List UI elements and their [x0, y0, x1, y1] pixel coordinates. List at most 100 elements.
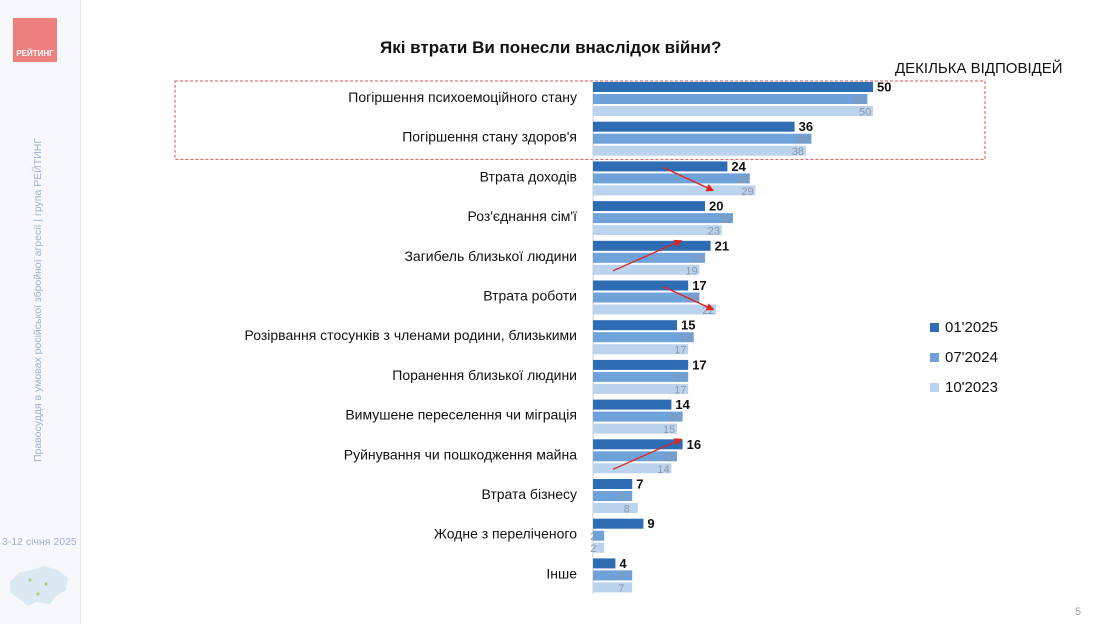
data-label: 2 [590, 543, 596, 555]
bar [593, 463, 672, 474]
data-label: 20 [691, 253, 703, 265]
category-label: Втрата роботи [483, 288, 577, 304]
data-label: 2 [590, 531, 596, 543]
bar [593, 264, 700, 275]
category-label: Вимушене переселення чи міграція [345, 407, 577, 423]
bar [593, 332, 694, 343]
bar [593, 240, 711, 251]
legend-swatch [930, 382, 939, 392]
legend-label: 01'2025 [945, 318, 998, 336]
category-label: Погіршення стану здоров'я [402, 129, 577, 145]
legend-swatch [930, 352, 939, 362]
legend-item: 07'2024 [930, 342, 998, 372]
bar [593, 252, 705, 263]
trend-arrow [612, 438, 683, 470]
data-label: 17 [692, 278, 706, 293]
data-label: 4 [619, 556, 627, 571]
data-label: 24 [731, 159, 746, 174]
bar [593, 225, 722, 236]
bar [593, 582, 633, 593]
legend-swatch [930, 322, 939, 332]
bar [593, 518, 644, 529]
bar [593, 570, 633, 581]
data-label: 15 [663, 452, 675, 464]
data-label: 17 [674, 372, 686, 384]
bar [593, 213, 733, 224]
data-label: 23 [708, 226, 720, 238]
bar [593, 558, 616, 569]
bar [593, 344, 689, 355]
bar [593, 411, 683, 422]
category-label: Загибель близької людини [404, 248, 577, 264]
data-label: 25 [719, 214, 731, 226]
category-label: Втрата бізнесу [481, 486, 577, 502]
category-label: Роз'єднання сім'ї [467, 208, 577, 224]
bar [593, 479, 633, 489]
data-label: 50 [877, 80, 891, 95]
legend-item: 10'2023 [930, 372, 998, 402]
data-label: 21 [715, 238, 729, 253]
data-label: 29 [741, 186, 753, 198]
bar [593, 423, 677, 434]
trend-arrow [662, 285, 715, 311]
bar [593, 304, 717, 315]
bar [593, 542, 605, 553]
data-label: 15 [663, 424, 675, 436]
bar [593, 439, 683, 450]
legend-label: 07'2024 [945, 348, 998, 366]
data-label: 50 [859, 107, 871, 119]
bar [593, 359, 689, 370]
bar [593, 491, 633, 501]
data-label: 16 [669, 412, 681, 424]
page-number: 5 [1075, 606, 1082, 618]
category-label: Інше [546, 565, 577, 581]
bar [593, 161, 728, 172]
ukraine-map-icon [10, 566, 68, 606]
data-label: 17 [674, 384, 686, 396]
bar [593, 173, 750, 184]
data-label: 19 [685, 265, 697, 277]
survey-date: 3-12 січня 2025 [2, 536, 77, 548]
data-label: 17 [674, 345, 686, 357]
category-label: Погіршення психоемоційного стану [348, 89, 577, 105]
data-label: 20 [709, 199, 723, 214]
chart-title: Які втрати Ви понесли внаслідок війни? [380, 38, 722, 57]
bar [593, 292, 700, 303]
legend-label: 10'2023 [945, 378, 998, 396]
category-label: Розірвання стосунків з членами родини, б… [245, 327, 577, 343]
logo-text: РЕЙТИНГ [16, 49, 54, 58]
category-label: Поранення близької людини [392, 367, 577, 383]
data-label: 14 [675, 397, 690, 412]
bar [593, 399, 672, 410]
bar [593, 133, 812, 144]
bar [593, 371, 689, 382]
data-label: 7 [636, 477, 643, 492]
trend-arrow [662, 166, 715, 192]
bar [593, 82, 873, 92]
bar [593, 121, 795, 132]
chart-subtitle: ДЕКІЛЬКА ВІДПОВІДЕЙ [895, 60, 1063, 77]
data-label: 7 [618, 583, 624, 595]
category-label: Руйнування чи пошкодження майна [344, 446, 577, 462]
category-label: Втрата доходів [480, 168, 577, 184]
legend: 01'2025 07'2024 10'2023 [930, 312, 998, 402]
bar [593, 503, 638, 513]
category-label: Жодне з переліченого [434, 526, 577, 542]
sidebar: РЕЙТИНГ Правосуддя в умовах російської з… [0, 0, 81, 624]
data-label: 15 [681, 318, 695, 333]
data-label: 49 [853, 95, 865, 107]
bar [593, 201, 705, 212]
data-label: 28 [736, 174, 748, 186]
bar [593, 383, 689, 394]
highlight-box [174, 80, 986, 160]
rating-logo: РЕЙТИНГ [13, 18, 57, 62]
bar [593, 280, 689, 291]
bar [593, 94, 868, 104]
bar [593, 185, 756, 196]
data-label: 8 [624, 504, 630, 516]
data-label: 17 [692, 357, 706, 372]
data-label: 18 [680, 333, 692, 345]
bar [593, 530, 605, 541]
data-label: 7 [618, 492, 624, 504]
